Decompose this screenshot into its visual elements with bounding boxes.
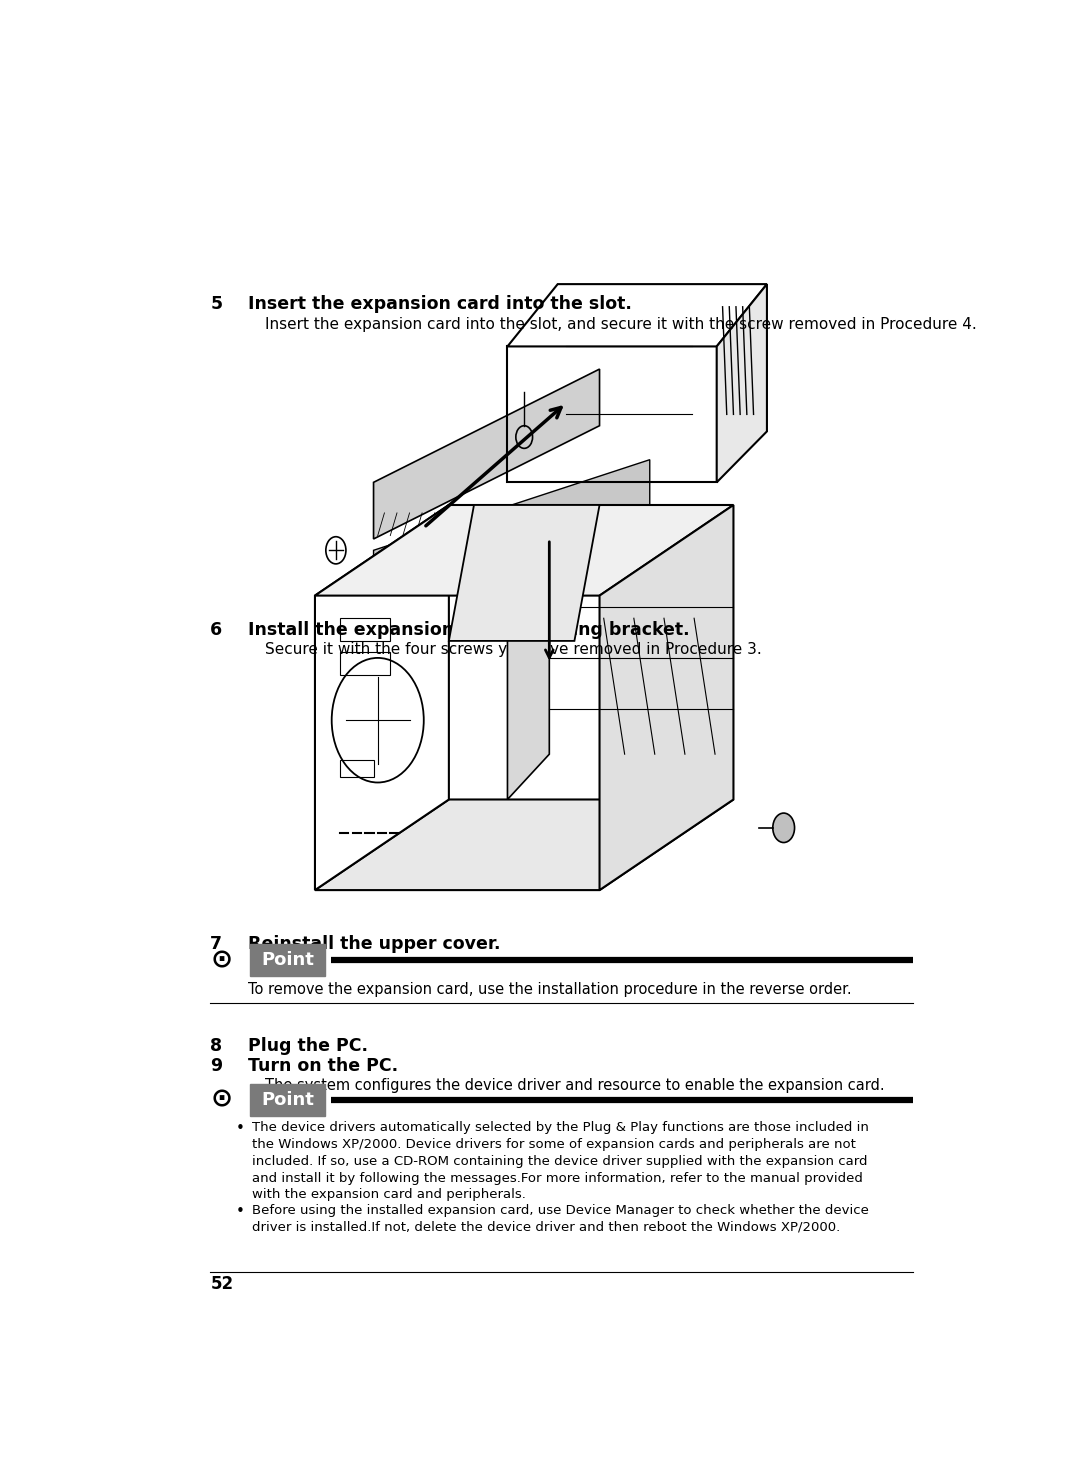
Text: Before using the installed expansion card, use Device Manager to check whether t: Before using the installed expansion car… xyxy=(253,1203,869,1234)
Circle shape xyxy=(773,813,795,843)
Text: 5: 5 xyxy=(211,296,222,313)
Polygon shape xyxy=(315,505,733,596)
Text: •: • xyxy=(235,1121,244,1136)
Text: Point: Point xyxy=(261,952,314,969)
Text: •: • xyxy=(235,1203,244,1219)
Text: To remove the expansion card, use the installation procedure in the reverse orde: To remove the expansion card, use the in… xyxy=(248,981,852,997)
Polygon shape xyxy=(599,505,733,890)
Text: 8: 8 xyxy=(211,1037,222,1055)
Text: Plug the PC.: Plug the PC. xyxy=(248,1037,368,1055)
Text: Insert the expansion card into the slot.: Insert the expansion card into the slot. xyxy=(248,296,632,313)
Text: ⊙: ⊙ xyxy=(211,947,232,974)
Polygon shape xyxy=(374,459,650,596)
Text: Turn on the PC.: Turn on the PC. xyxy=(248,1056,399,1075)
FancyBboxPatch shape xyxy=(249,944,325,977)
Text: The device drivers automatically selected by the Plug & Play functions are those: The device drivers automatically selecte… xyxy=(253,1121,869,1202)
FancyBboxPatch shape xyxy=(249,1084,325,1115)
Polygon shape xyxy=(508,284,767,347)
Text: 52: 52 xyxy=(211,1275,233,1293)
Text: Insert the expansion card into the slot, and secure it with the screw removed in: Insert the expansion card into the slot,… xyxy=(265,316,976,332)
Text: Secure it with the four screws you have removed in Procedure 3.: Secure it with the four screws you have … xyxy=(265,641,761,658)
Text: 6: 6 xyxy=(211,621,222,638)
Bar xyxy=(340,618,390,641)
Polygon shape xyxy=(374,369,599,538)
Text: 9: 9 xyxy=(211,1056,222,1075)
Text: Point: Point xyxy=(261,1090,314,1109)
Polygon shape xyxy=(315,800,733,890)
Polygon shape xyxy=(508,550,550,800)
Polygon shape xyxy=(449,505,599,641)
Text: The system configures the device driver and resource to enable the expansion car: The system configures the device driver … xyxy=(265,1078,885,1093)
Text: Install the expansion card mounting bracket.: Install the expansion card mounting brac… xyxy=(248,621,690,638)
Text: 7: 7 xyxy=(211,936,222,953)
Polygon shape xyxy=(717,284,767,482)
Polygon shape xyxy=(315,505,449,890)
Text: ⊙: ⊙ xyxy=(211,1087,232,1112)
Bar xyxy=(340,761,374,777)
Text: Reinstall the upper cover.: Reinstall the upper cover. xyxy=(248,936,500,953)
Bar xyxy=(340,652,390,675)
